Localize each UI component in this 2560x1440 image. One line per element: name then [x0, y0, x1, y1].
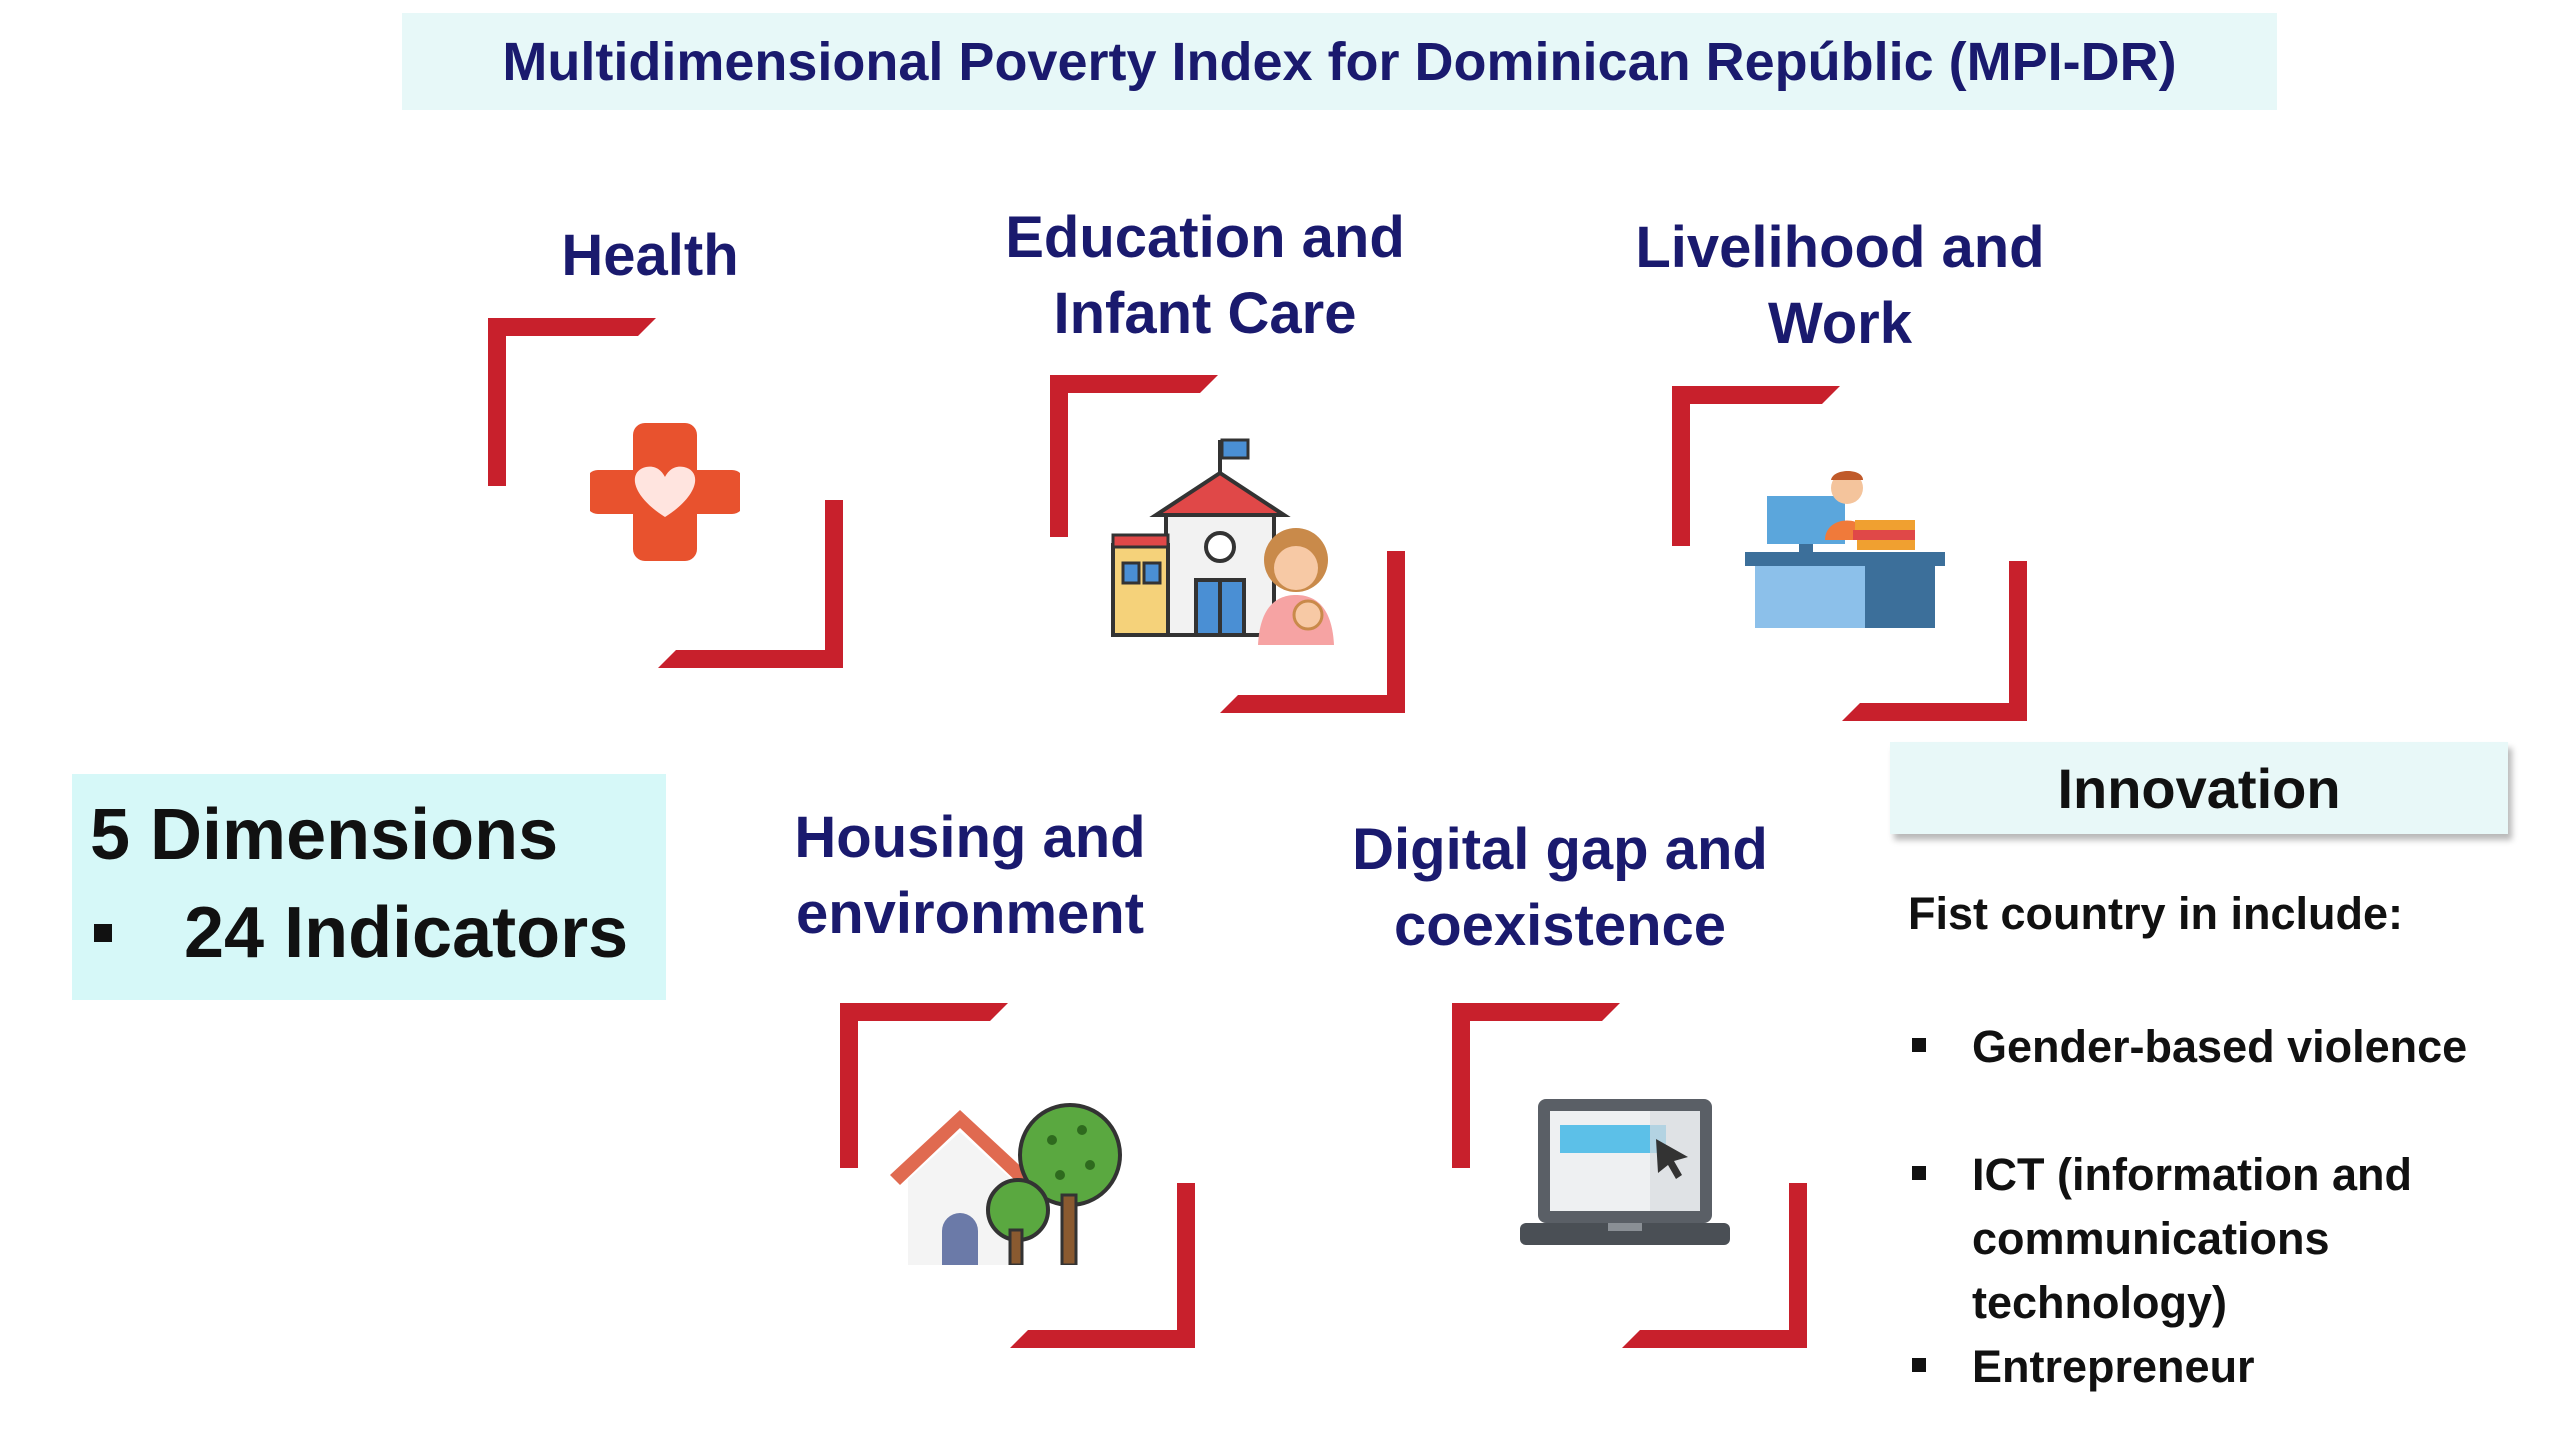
square-bullet-icon — [1912, 1038, 1926, 1052]
indicators-count: 24 Indicators — [184, 893, 629, 973]
dimension-frame-digital — [1452, 1003, 1807, 1348]
indicators-count-row: 24 Indicators — [94, 892, 628, 974]
summary-box: 5 Dimensions 24 Indicators — [72, 774, 666, 1000]
dimension-label-line: Health — [561, 223, 739, 288]
office-worker-desk-icon — [1745, 470, 1945, 630]
square-bullet-icon — [1912, 1358, 1926, 1372]
dimension-label-line: Infant Care — [1053, 281, 1357, 346]
diagram-title: Multidimensional Poverty Index for Domin… — [502, 31, 2177, 92]
innovation-title: Innovation — [2057, 756, 2341, 820]
dimension-label-line: coexistence — [1393, 893, 1727, 958]
dimension-label-line: Education and — [1005, 205, 1405, 270]
laptop-cursor-icon — [1520, 1095, 1730, 1255]
dimension-label-line: Work — [1768, 291, 1912, 356]
innovation-intro: Fist country in include: — [1908, 888, 2404, 939]
house-trees-icon — [890, 1100, 1130, 1267]
dimension-label-education: Education and Infant Care — [960, 200, 1450, 352]
dimension-label-livelihood: Livelihood and Work — [1600, 210, 2080, 362]
square-bullet-icon — [1912, 1166, 1926, 1180]
innovation-item: Entrepreneur — [1912, 1335, 2532, 1399]
innovation-header: Innovation — [1890, 742, 2508, 834]
dimension-frame-health — [488, 318, 843, 668]
dimension-label-line: Digital gap and — [1352, 817, 1768, 882]
dimension-frame-education — [1050, 375, 1405, 713]
dimension-label-line: environment — [795, 881, 1145, 946]
innovation-item: ICT (information and communications tech… — [1912, 1143, 2532, 1335]
dimension-label-housing: Housing and environment — [760, 800, 1180, 952]
dimension-label-line: Livelihood and — [1635, 215, 2045, 280]
dimension-label-line: Housing and — [794, 805, 1146, 870]
dimension-frame-housing — [840, 1003, 1195, 1348]
school-mother-child-icon — [1108, 435, 1338, 645]
dimension-frame-livelihood — [1672, 386, 2027, 721]
dimension-label-health: Health — [500, 218, 800, 294]
innovation-item: Gender-based violence — [1912, 1015, 2532, 1079]
health-cross-heart-icon — [586, 415, 744, 565]
square-bullet-icon — [94, 924, 112, 942]
dimension-label-digital: Digital gap and coexistence — [1330, 812, 1790, 964]
title-banner: Multidimensional Poverty Index for Domin… — [402, 13, 2277, 110]
dimensions-count: 5 Dimensions — [90, 795, 559, 875]
